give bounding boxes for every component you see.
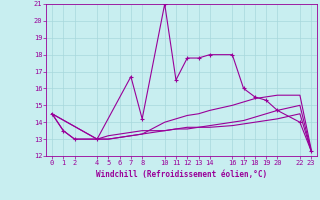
X-axis label: Windchill (Refroidissement éolien,°C): Windchill (Refroidissement éolien,°C) bbox=[96, 170, 267, 179]
